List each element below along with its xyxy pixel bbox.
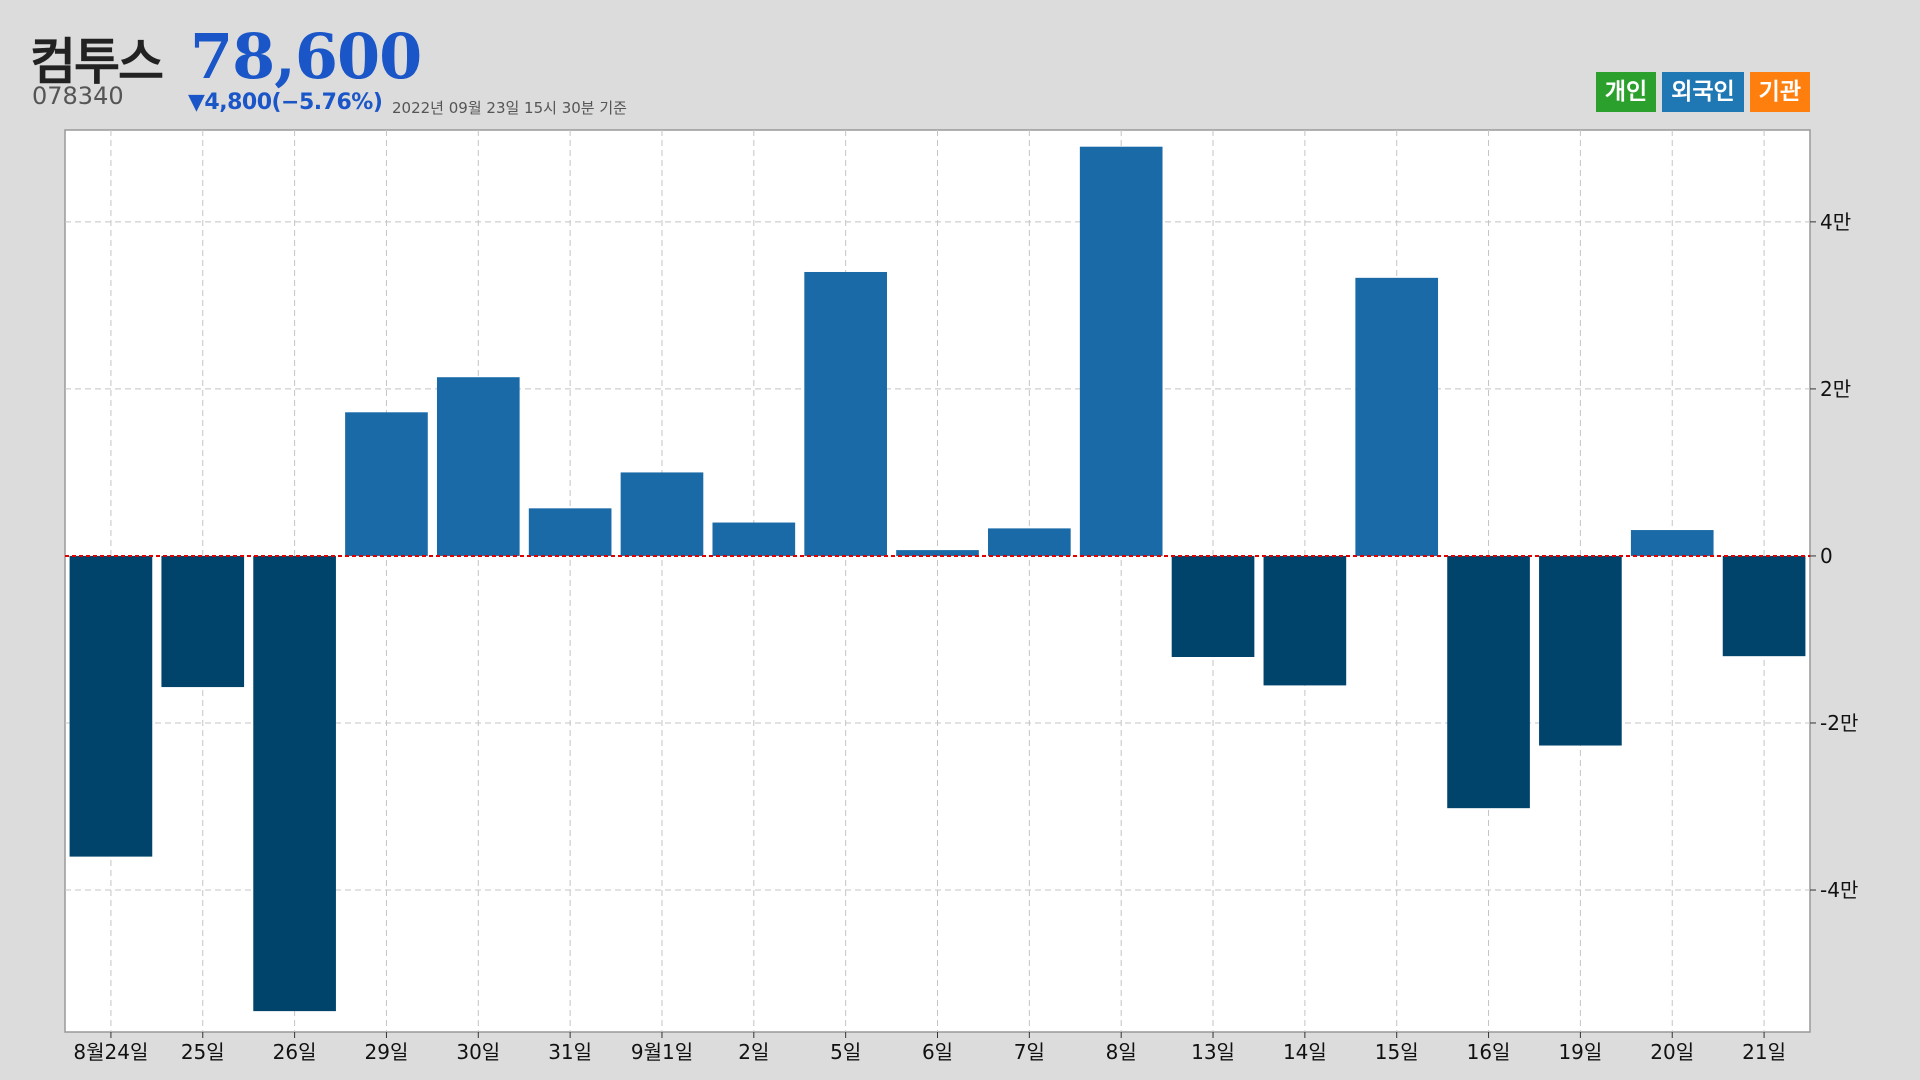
bar: [1355, 277, 1439, 556]
x-tick-label: 7일: [1014, 1040, 1045, 1064]
x-tick-label: 19일: [1558, 1040, 1602, 1064]
bar: [1630, 530, 1714, 556]
bar: [345, 412, 428, 556]
bar: [988, 528, 1071, 556]
bar: [896, 550, 979, 556]
y-tick-label: -4만: [1820, 878, 1858, 902]
x-tick-label: 25일: [181, 1040, 225, 1064]
x-tick-label: 13일: [1191, 1040, 1235, 1064]
bar: [620, 472, 704, 556]
investor-button-individual[interactable]: 개인: [1595, 72, 1657, 112]
x-tick-label: 21일: [1742, 1040, 1786, 1064]
stock-name: 컴투스: [30, 33, 164, 91]
bar: [712, 522, 796, 556]
x-tick-label: 30일: [456, 1040, 500, 1064]
bar: [161, 555, 245, 688]
x-tick-label: 8월24일: [73, 1040, 148, 1064]
timestamp: 2022년 09월 23일 15시 30분 기준: [392, 99, 627, 117]
bar: [528, 508, 612, 556]
investor-toggle-group: 개인 외국인 기관: [1595, 72, 1810, 112]
bar: [1447, 555, 1530, 809]
bar: [253, 555, 336, 1012]
x-tick-label: 9월1일: [631, 1040, 693, 1064]
x-tick-label: 2일: [738, 1040, 769, 1064]
bar: [804, 271, 887, 556]
x-tick-label: 8일: [1106, 1040, 1137, 1064]
x-tick-label: 26일: [273, 1040, 317, 1064]
x-tick-label: 6일: [922, 1040, 953, 1064]
bar: [1539, 555, 1622, 746]
bar: [1722, 555, 1806, 657]
bar: [1263, 555, 1347, 686]
bar: [436, 377, 520, 556]
x-tick-label: 29일: [365, 1040, 409, 1064]
investor-button-institution[interactable]: 기관: [1749, 72, 1810, 112]
y-tick-label: 0: [1820, 544, 1833, 568]
x-tick-label: 31일: [548, 1040, 592, 1064]
chart-header: 컴투스 78,600 078340 ▼4,800(−5.76%) 2022년 0…: [0, 0, 1920, 128]
investor-button-foreign[interactable]: 외국인: [1662, 72, 1744, 112]
bar: [1079, 146, 1163, 556]
y-tick-label: -2만: [1820, 711, 1858, 735]
price-change: ▼4,800(−5.76%): [188, 90, 383, 115]
x-tick-label: 20일: [1650, 1040, 1694, 1064]
x-tick-label: 15일: [1375, 1040, 1419, 1064]
stock-code: 078340: [32, 82, 124, 110]
bar: [69, 555, 153, 857]
bar: [1171, 555, 1255, 658]
x-tick-label: 14일: [1283, 1040, 1327, 1064]
y-tick-label: 2만: [1820, 377, 1851, 401]
y-tick-label: 4만: [1820, 210, 1851, 234]
stock-price: 78,600: [190, 20, 422, 93]
x-tick-label: 16일: [1467, 1040, 1511, 1064]
x-tick-label: 5일: [830, 1040, 861, 1064]
